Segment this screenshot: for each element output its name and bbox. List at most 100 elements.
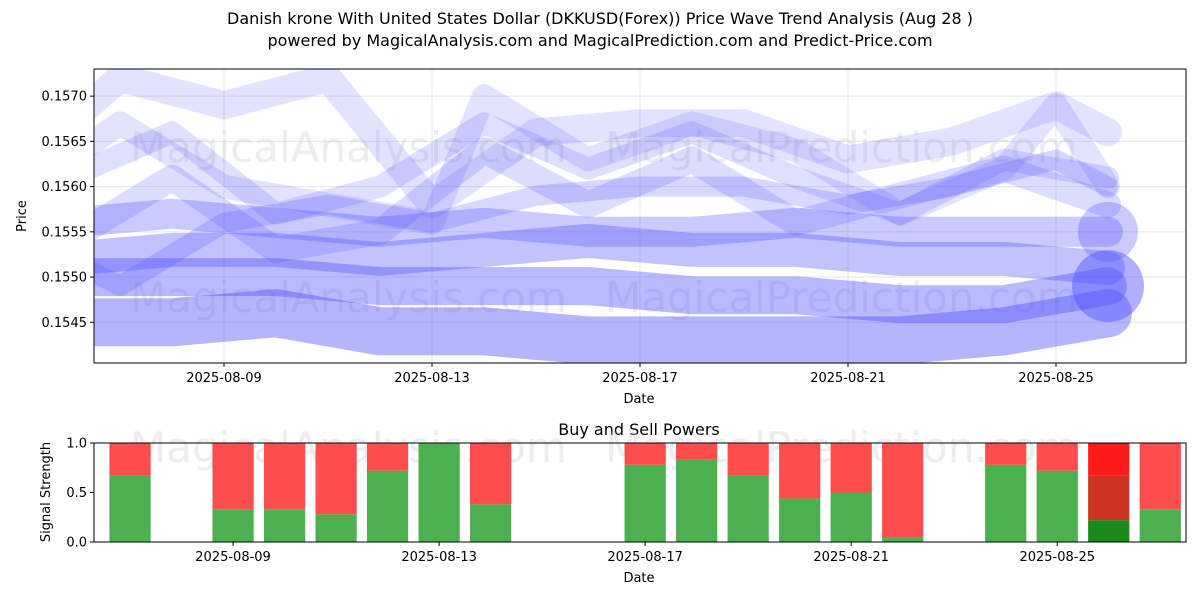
signal-x-axis: 2025-08-09 2025-08-13 2025-08-17 2025-08-21… [195,542,1095,565]
signal-bar-group [470,443,512,542]
signal-sell-bar [212,443,254,510]
signal-bar-group [779,443,821,542]
signal-bar-group [624,443,666,542]
signal-sell-bar [676,443,718,460]
signal-sell-bar [882,443,924,538]
price-x-tick-label: 2025-08-25 [1018,371,1094,386]
signal-buy-bar [418,443,460,542]
signal-sell-bar [470,443,512,505]
figure-title: Danish krone With United States Dollar (… [0,8,1200,52]
figure-title-line-1: Danish krone With United States Dollar (… [227,9,973,28]
signal-bar-group [727,443,769,542]
price-wave-line [94,198,1123,247]
signal-y-axis: 0.0 0.5 1.0 [66,437,94,551]
price-chart-watermarks: MagicalAnalysis.com MagicalPrediction.co… [130,123,1078,322]
signal-sell-bar [109,443,151,476]
signal-x-tick-label: 2025-08-25 [1019,550,1095,565]
signal-mid-bar [1088,475,1130,521]
signal-x-tick-label: 2025-08-13 [401,550,477,565]
signal-y-tick-label: 0.5 [66,486,87,501]
signal-buy-bar [624,464,666,542]
price-x-axis: 2025-08-09 2025-08-13 2025-08-17 2025-08-21… [186,363,1094,386]
signal-bar-group [109,443,151,542]
price-end-marker [1078,201,1138,262]
price-wave-line [94,149,1118,297]
price-wave-line [94,84,1120,235]
signal-sell-bar [830,443,872,493]
signal-buy-bar [263,509,306,542]
watermark-magicalanalysis-mid: MagicalAnalysis.com [130,273,567,322]
signal-sell-bar [727,443,769,476]
price-y-axis: 0.1545 0.1550 0.1555 0.1560 0.1565 0.1570 [42,90,94,331]
signal-x-tick-label: 2025-08-17 [607,550,683,565]
price-wave-line [94,69,1122,219]
price-x-tick-label: 2025-08-17 [602,371,678,386]
signal-buy-bar [1139,509,1181,542]
signal-y-tick-label: 1.0 [66,437,87,452]
price-y-tick-label: 0.1560 [42,180,88,195]
signal-buy-bar [882,537,924,542]
price-y-tick-label: 0.1570 [42,90,88,105]
signal-buy-bar [212,509,254,542]
signal-sell-bar [315,443,357,515]
price-y-tick-label: 0.1545 [42,316,88,331]
signal-sell-bar [1139,443,1181,510]
price-wave-line [94,289,1132,363]
signal-sell-bar [985,443,1027,465]
price-x-tick-label: 2025-08-09 [186,371,262,386]
price-end-marker [1072,250,1144,323]
signal-bar-group [1139,443,1181,542]
price-wave-line [94,223,1125,285]
price-x-axis-label: Date [623,392,654,407]
price-chart-panel: MagicalAnalysis.com MagicalPrediction.co… [15,68,1187,407]
signal-buy-bar [676,459,718,542]
signal-buy-bar [470,504,512,542]
signal-buy-bar [109,475,151,542]
signal-buy-bar [367,470,409,542]
price-y-tick-label: 0.1550 [42,271,88,286]
price-x-tick-label: 2025-08-21 [810,371,886,386]
signal-bar-group [212,443,254,542]
signal-buy-bar [1036,470,1078,542]
signal-bar-group [418,443,460,542]
signal-sell-bar [1036,443,1078,471]
signal-bar-group [676,443,718,542]
watermark-magicalanalysis-top: MagicalAnalysis.com [130,123,567,172]
signal-sell-bar [624,443,666,465]
signal-buy-bar [727,475,769,542]
signal-buy-bar [779,498,821,542]
signal-x-tick-label: 2025-08-21 [813,550,889,565]
signal-sell-bar [779,443,821,499]
signal-buy-bar [830,492,872,542]
price-chart-grid [94,69,1186,363]
signal-buy-bar [315,514,357,542]
price-wave-line [94,258,1127,324]
signal-y-axis-label: Signal Strength [39,442,54,542]
signal-bar-group [1036,443,1078,542]
signal-bar-group [985,443,1027,542]
signal-bar-group [315,443,357,542]
signal-x-axis-label: Date [623,571,654,586]
signal-sell-bar [367,443,409,471]
price-wave-series [94,69,1144,363]
watermark-magicalprediction-top: MagicalPrediction.com [605,123,1078,172]
signal-bar-group [1088,443,1130,542]
signal-buy-bar [1088,520,1130,542]
signal-buy-bar [985,464,1027,542]
price-y-tick-label: 0.1555 [42,225,88,240]
signal-chart-panel: Buy and Sell Powers MagicalAnalysis.com … [39,420,1187,586]
price-y-tick-label: 0.1565 [42,135,88,150]
signal-sell-bar [1088,443,1130,476]
signal-chart-title: Buy and Sell Powers [558,420,720,439]
signal-bar-group [367,443,409,542]
price-y-axis-label: Price [15,200,30,232]
signal-bar-group [882,443,924,542]
signal-bar-group [830,443,872,542]
signal-bar-group [263,443,306,542]
watermark-magicalprediction-mid: MagicalPrediction.com [605,273,1078,322]
price-wave-line [94,112,1119,225]
figure-title-line-2: powered by MagicalAnalysis.com and Magic… [267,31,933,50]
signal-bars [109,443,1181,542]
signal-x-tick-label: 2025-08-09 [195,550,271,565]
